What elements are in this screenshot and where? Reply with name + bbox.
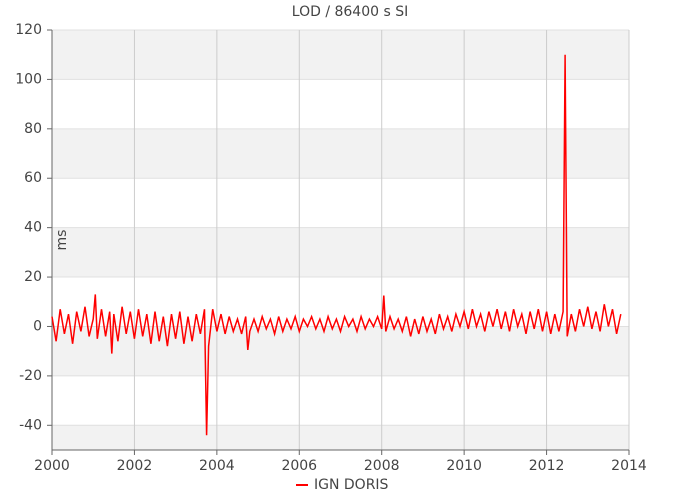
series-line <box>51 54 622 436</box>
y-tick-label: 20 <box>24 269 42 285</box>
grid-band <box>52 30 629 80</box>
x-tick-label: 2012 <box>529 458 565 474</box>
y-tick-label: -40 <box>19 417 42 433</box>
x-tick-label: 2004 <box>199 458 235 474</box>
y-axis-label: ms <box>54 230 70 251</box>
y-tick-label: 80 <box>24 121 42 137</box>
y-tick-label: -20 <box>19 368 42 384</box>
y-tick-label: 120 <box>15 22 42 38</box>
chart-title: LOD / 86400 s SI <box>292 4 408 20</box>
grid-band <box>52 425 629 450</box>
y-tick-label: 40 <box>24 220 42 236</box>
grid-band <box>52 326 629 376</box>
x-tick-label: 2008 <box>364 458 400 474</box>
x-tick-label: 2006 <box>281 458 317 474</box>
y-tick-label: 0 <box>33 318 42 334</box>
y-tick-label: 60 <box>24 170 42 186</box>
y-tick-label: 100 <box>15 71 42 87</box>
x-tick-label: 2010 <box>446 458 482 474</box>
x-tick-label: 2002 <box>117 458 153 474</box>
x-tick-label: 2014 <box>611 458 647 474</box>
grid-band <box>52 227 629 278</box>
grid-band <box>52 128 629 179</box>
legend-label: IGN DORIS <box>314 477 389 493</box>
x-tick-label: 2000 <box>34 458 70 474</box>
